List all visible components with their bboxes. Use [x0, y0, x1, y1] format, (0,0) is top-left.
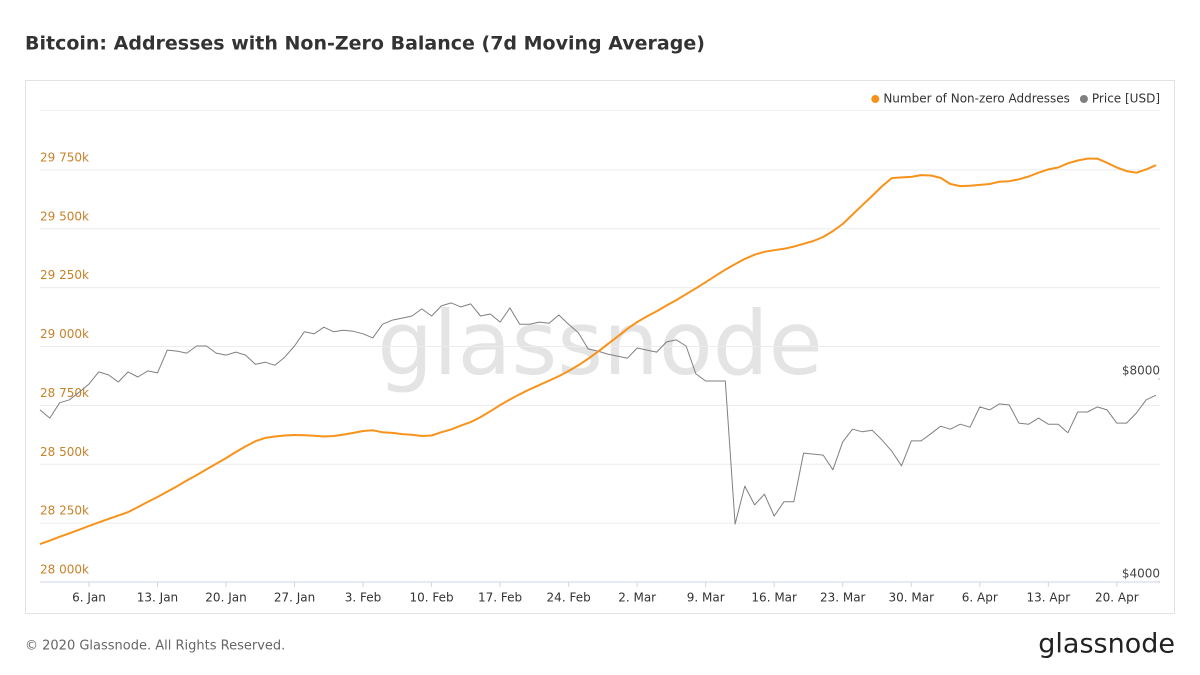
- x-tick-label: 13. Jan: [137, 591, 178, 605]
- x-tick-label: 17. Feb: [478, 591, 522, 605]
- y-tick-label: 29 750k: [40, 150, 89, 164]
- y-tick-label: 28 500k: [40, 445, 89, 459]
- series-line: [39, 157, 1157, 546]
- footer: © 2020 Glassnode. All Rights Reserved.: [25, 639, 285, 654]
- x-tick-label: 23. Mar: [820, 591, 866, 605]
- x-tick-label: 20. Apr: [1095, 591, 1139, 605]
- x-tick-label: 24. Feb: [547, 591, 591, 605]
- legend-label: Price [USD]: [1092, 92, 1160, 106]
- y2-tick-label: $4000: [1122, 567, 1160, 581]
- y-tick-label: 28 750k: [40, 386, 89, 400]
- legend-label: Number of Non-zero Addresses: [883, 92, 1070, 106]
- x-tick-label: 13. Apr: [1026, 591, 1070, 605]
- y-tick-label: 28 000k: [40, 563, 89, 577]
- chart-title: Bitcoin: Addresses with Non-Zero Balance…: [25, 33, 705, 55]
- y-tick-label: 29 250k: [40, 268, 89, 282]
- chart-frame: [25, 80, 1175, 614]
- y2-tick-label: $8000: [1122, 363, 1160, 377]
- x-tick-label: 9. Mar: [687, 591, 725, 605]
- x-tick-label: 6. Apr: [962, 591, 998, 605]
- x-tick-label: 2. Mar: [618, 591, 656, 605]
- x-tick-label: 10. Feb: [410, 591, 454, 605]
- legend-swatch: [1079, 95, 1088, 103]
- y-tick-label: 29 500k: [40, 209, 89, 223]
- y-tick-label: 29 000k: [40, 327, 89, 341]
- x-tick-label: 16. Mar: [751, 591, 797, 605]
- x-tick-label: 3. Feb: [345, 591, 382, 605]
- x-tick-label: 6. Jan: [72, 591, 106, 605]
- logo: glassnode: [1038, 629, 1175, 660]
- x-tick-label: 30. Mar: [888, 591, 934, 605]
- watermark: glassnode: [377, 292, 823, 395]
- x-tick-label: 27. Jan: [274, 591, 315, 605]
- legend-swatch: [871, 95, 880, 103]
- y-tick-label: 28 250k: [40, 504, 89, 518]
- x-tick-label: 20. Jan: [205, 591, 246, 605]
